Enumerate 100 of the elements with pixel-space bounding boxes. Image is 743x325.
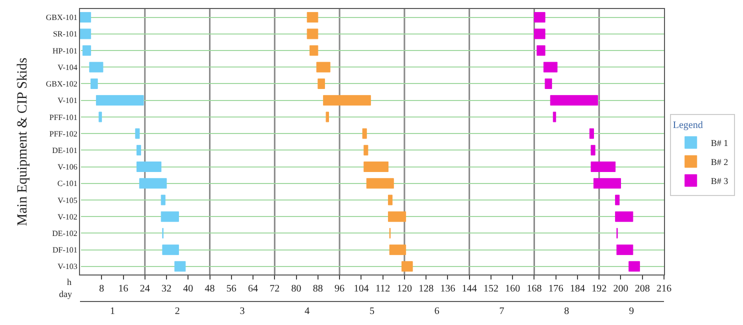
x-tick-label: 160: [505, 284, 520, 295]
y-tick-label: C-101: [57, 179, 78, 188]
x-tick-label: 112: [375, 284, 390, 295]
x-tick-label: 72: [270, 284, 280, 295]
x2-tick-label: 3: [240, 306, 245, 317]
bar: [628, 261, 640, 272]
y-axis-title: Main Equipment & CIP Skids: [15, 58, 30, 226]
bar: [135, 128, 140, 139]
x-tick-label: 64: [248, 284, 258, 295]
bar: [615, 211, 634, 222]
y-tick-label: GBX-102: [46, 80, 78, 89]
bar: [536, 45, 546, 56]
bar: [162, 244, 179, 256]
x-tick-label: 32: [162, 284, 172, 295]
x-tick-label: 16: [118, 284, 128, 295]
bar: [534, 28, 546, 40]
x-tick-label: 184: [570, 284, 585, 295]
y-tick-label: V-102: [58, 212, 78, 222]
bar: [318, 78, 325, 89]
x-tick-label: 56: [226, 284, 236, 295]
bar: [534, 12, 546, 23]
x-tick-label: 152: [483, 284, 498, 295]
bar: [590, 144, 596, 156]
bar: [616, 244, 634, 256]
bar: [388, 211, 406, 222]
bar: [389, 244, 406, 256]
x-tick-label: 8: [99, 284, 104, 295]
x-tick-label: 120: [396, 284, 412, 295]
bar: [89, 62, 104, 72]
y-tick-label: PFF-101: [49, 112, 78, 122]
x-tick-label: 216: [656, 284, 672, 295]
bar: [139, 178, 167, 189]
y-tick-label: SR-101: [52, 30, 78, 39]
y-tick-label: V-103: [58, 262, 78, 272]
bar: [362, 128, 367, 139]
bar: [310, 45, 318, 56]
x-tick-label: 80: [291, 284, 302, 295]
x2-tick-label: 6: [434, 306, 440, 317]
y-tick-label: V-101: [58, 96, 78, 106]
x-tick-label: 24: [140, 284, 150, 295]
bar: [552, 112, 556, 122]
x-tick-label: 88: [312, 284, 323, 295]
bar: [160, 194, 166, 206]
bar: [306, 12, 318, 23]
bar: [589, 128, 594, 139]
x-tick-label: 144: [462, 284, 477, 295]
bar: [615, 194, 620, 206]
x-tick-label: 48: [204, 284, 215, 295]
x-axis-title: h: [67, 277, 72, 287]
bar: [136, 162, 162, 172]
bar: [550, 95, 598, 106]
x-tick-label: 192: [592, 284, 607, 295]
x2-axis-title: day: [59, 289, 72, 299]
y-tick-label: V-105: [58, 196, 78, 205]
x2-tick-label: 8: [564, 306, 570, 317]
x-tick-label: 96: [334, 284, 345, 295]
y-tick-label: DF-101: [52, 246, 78, 255]
bar: [364, 162, 388, 172]
bar: [543, 62, 558, 72]
x-tick-label: 40: [183, 284, 194, 295]
bar: [174, 261, 186, 272]
y-tick-label: HP-101: [52, 46, 78, 56]
bar: [136, 144, 142, 156]
legend-label: B# 3: [710, 176, 729, 186]
bar: [160, 211, 179, 222]
bar: [96, 95, 144, 106]
x-tick-label: 208: [634, 284, 650, 295]
bar: [306, 28, 318, 40]
x2-tick-label: 5: [370, 306, 374, 317]
legend-title: Legend: [672, 120, 703, 131]
x2-tick-label: 4: [304, 306, 310, 317]
x2-tick-label: 1: [110, 306, 115, 317]
bar: [323, 95, 371, 106]
bar: [364, 144, 368, 156]
x2-tick-label: 9: [629, 306, 634, 317]
bar: [326, 112, 329, 122]
x-tick-label: 136: [440, 284, 456, 295]
y-tick-label: PFF-102: [49, 129, 78, 138]
x-tick-label: 168: [526, 284, 542, 295]
legend-label: B# 1: [710, 138, 728, 148]
x-tick-label: 128: [418, 284, 434, 295]
bar: [80, 12, 92, 23]
y-tick-label: DE-101: [52, 146, 78, 155]
x2-tick-label: 7: [499, 306, 504, 317]
x-tick-label: 176: [548, 284, 564, 295]
y-tick-label: GBX-101: [46, 13, 78, 22]
bar: [401, 261, 413, 272]
bar: [590, 162, 616, 172]
bar: [90, 78, 98, 89]
bar: [316, 62, 330, 72]
bar: [544, 78, 552, 89]
bar: [388, 194, 393, 206]
y-tick-label: DE-102: [52, 229, 78, 238]
x-tick-label: 104: [354, 284, 369, 295]
bar: [593, 178, 621, 189]
y-tick-label: V-106: [58, 162, 78, 172]
x2-tick-label: 2: [174, 306, 180, 317]
x-tick-label: 200: [613, 284, 628, 295]
bar: [80, 28, 92, 40]
y-tick-label: V-104: [58, 62, 78, 72]
